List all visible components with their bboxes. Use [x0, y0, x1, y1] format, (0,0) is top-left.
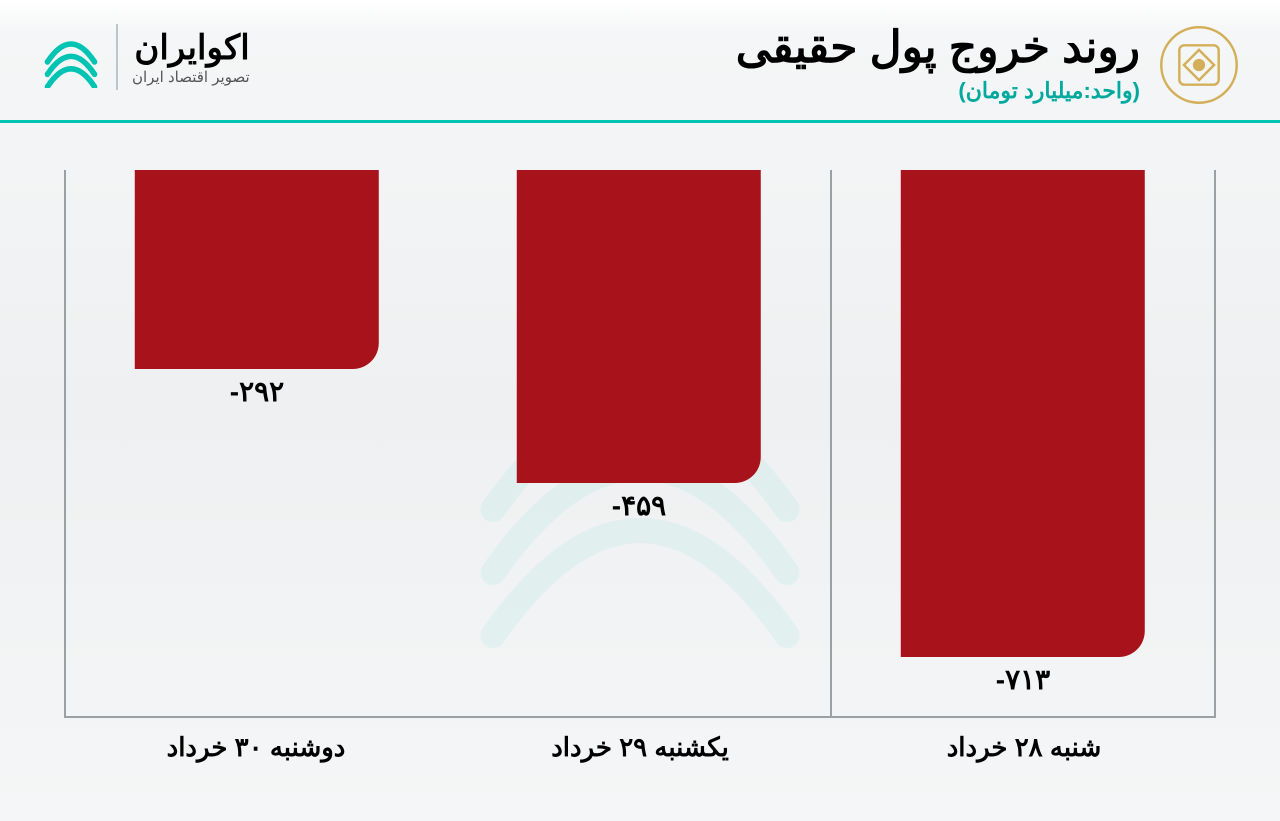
chart-column: -۷۱۳ [832, 170, 1216, 716]
chart-column: -۴۵۹ [448, 170, 832, 716]
chart-column: -۲۹۲ [66, 170, 448, 716]
bar-value-label: -۴۵۹ [612, 489, 666, 522]
bar [517, 170, 761, 483]
chart-plot: -۷۱۳ -۴۵۹ -۲۹۲ [64, 170, 1216, 718]
x-axis-label: یکشنبه ۲۹ خرداد [448, 732, 832, 763]
chart-title: روند خروج پول حقیقی [736, 24, 1140, 72]
chart-columns: -۷۱۳ -۴۵۹ -۲۹۲ [66, 170, 1216, 716]
chart-subtitle: (واحد:میلیارد تومان) [736, 78, 1140, 104]
exchange-emblem-icon [1158, 24, 1240, 106]
brand-tagline: تصویر اقتصاد ایران [132, 68, 250, 86]
brand-logo-icon [40, 26, 102, 88]
header: روند خروج پول حقیقی (واحد:میلیارد تومان)… [0, 0, 1280, 123]
bar [135, 170, 379, 369]
title-block: روند خروج پول حقیقی (واحد:میلیارد تومان) [736, 24, 1240, 106]
brand-block: اکوایران تصویر اقتصاد ایران [40, 24, 250, 90]
brand-divider [116, 24, 118, 90]
x-axis-label: دوشنبه ۳۰ خرداد [64, 732, 448, 763]
chart-area: -۷۱۳ -۴۵۹ -۲۹۲ شنبه ۲۸ خردادیکشنبه ۲۹ خردا… [64, 170, 1216, 763]
bar-value-label: -۲۹۲ [230, 375, 284, 408]
x-axis-labels: شنبه ۲۸ خردادیکشنبه ۲۹ خرداددوشنبه ۳۰ خر… [64, 732, 1216, 763]
bar [901, 170, 1145, 657]
bar-value-label: -۷۱۳ [996, 663, 1050, 696]
x-axis-label: شنبه ۲۸ خرداد [832, 732, 1216, 763]
brand-name: اکوایران [132, 28, 250, 68]
